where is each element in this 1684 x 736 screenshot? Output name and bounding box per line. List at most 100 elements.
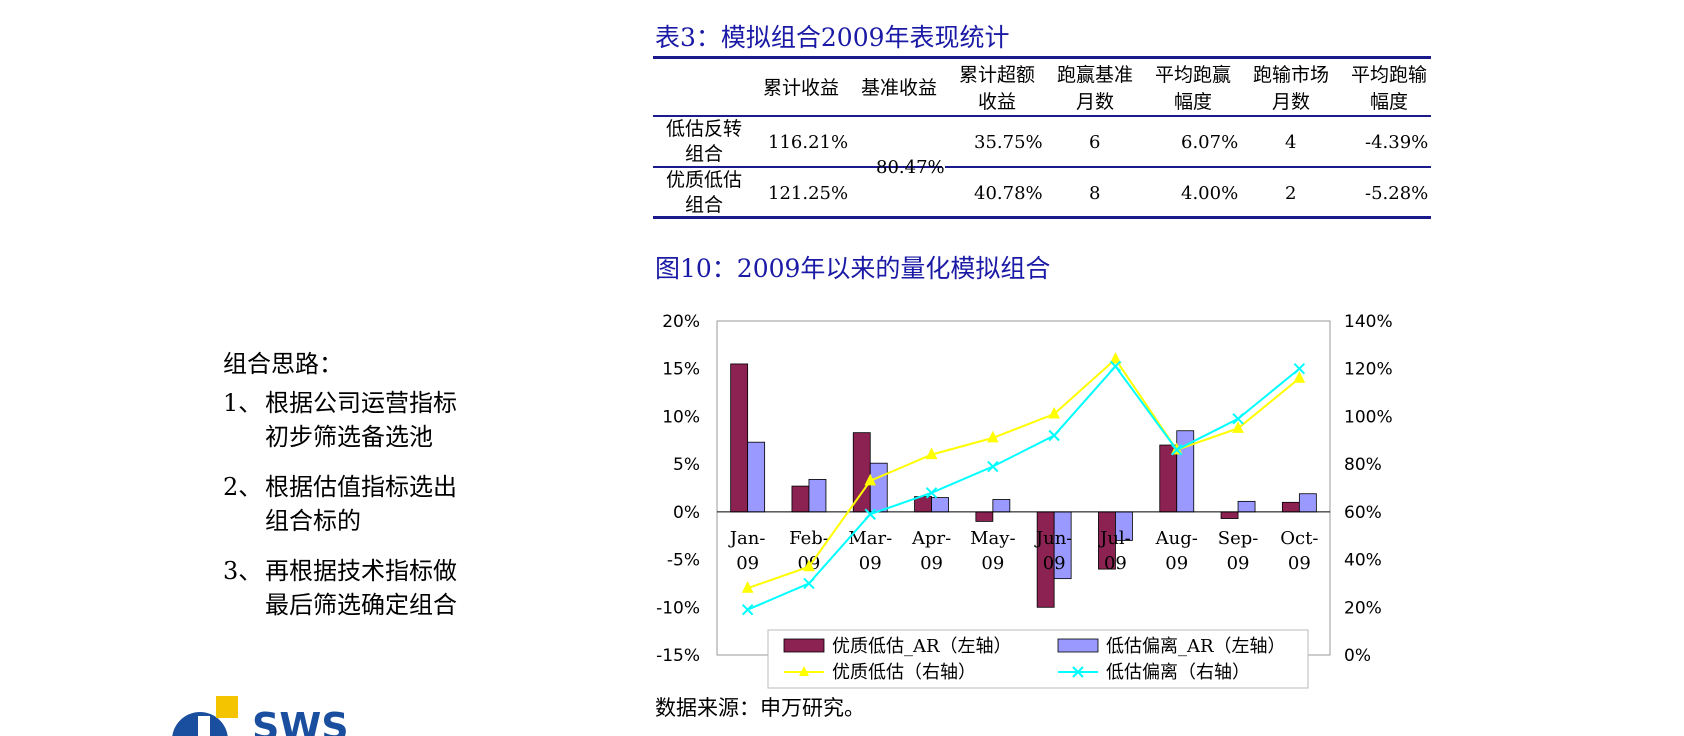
x-tick-label: Jan-09 xyxy=(728,528,766,574)
cell-cum-return: 121.25% xyxy=(768,183,849,204)
row-label-reversal: 低估反转 组合 xyxy=(665,118,742,165)
table-header-rule xyxy=(653,115,1431,117)
right-axis-tick-label: 40% xyxy=(1344,551,1382,571)
cell-excess: 35.75% xyxy=(974,132,1043,153)
x-tick-label: Aug-09 xyxy=(1155,528,1198,574)
col-header-lose-months: 跑输市场 月数 xyxy=(1252,64,1329,113)
col-header-avg-lose: 平均跑输 幅度 xyxy=(1350,64,1427,113)
step-text-line-1: 根据公司运营指标 xyxy=(265,389,457,417)
sws-logo: SWS xyxy=(172,696,349,736)
legend-marker xyxy=(1072,666,1084,678)
bar xyxy=(1281,501,1300,513)
bar xyxy=(975,511,994,522)
x-tick-label: Apr-09 xyxy=(911,528,951,574)
legend-swatch xyxy=(783,638,825,653)
line-point xyxy=(925,447,938,460)
cell-avg-lose: -5.28% xyxy=(1365,183,1429,204)
left-axis-tick-label: 20% xyxy=(662,312,700,332)
right-axis-tick-label: 20% xyxy=(1344,598,1382,618)
col-header-benchmark: 基准收益 xyxy=(860,77,937,99)
line-point xyxy=(1109,360,1122,373)
x-tick-label: Oct-09 xyxy=(1280,528,1318,574)
bar xyxy=(1220,511,1239,519)
step-text-line-1: 再根据技术指标做 xyxy=(265,557,457,585)
left-axis-tick-label: 10% xyxy=(662,407,700,427)
legend xyxy=(767,629,1309,689)
line-point xyxy=(741,581,754,593)
col-header-excess: 累计超额 收益 xyxy=(958,64,1035,113)
left-axis-tick-label: 5% xyxy=(673,455,700,475)
bar xyxy=(869,462,888,513)
figure-title: 图10：2009年以来的量化模拟组合 xyxy=(655,254,1051,283)
left-axis-tick-label: 0% xyxy=(673,503,700,523)
bar xyxy=(791,485,810,513)
x-tick-label: May-09 xyxy=(970,528,1015,574)
bar xyxy=(730,363,749,513)
line-point xyxy=(741,603,754,616)
col-header-win-months: 跑赢基准 月数 xyxy=(1056,64,1133,113)
bar xyxy=(1159,444,1178,513)
cell-excess: 40.78% xyxy=(974,183,1043,204)
bar xyxy=(747,441,766,513)
legend-label: 优质低估_AR（左轴） xyxy=(832,636,1012,657)
bar xyxy=(1298,493,1317,513)
left-axis-tick-label: 15% xyxy=(662,360,700,380)
line-point xyxy=(987,460,999,473)
col-header-cum-return: 累计收益 xyxy=(762,77,839,99)
table-row-rule-left xyxy=(653,166,942,168)
line-point xyxy=(925,487,938,499)
table-title: 表3：模拟组合2009年表现统计 xyxy=(655,23,1010,52)
line-point xyxy=(987,430,999,443)
cell-lose-months: 4 xyxy=(1285,132,1297,153)
cell-cum-return: 116.21% xyxy=(768,132,849,153)
legend-label: 优质低估（右轴） xyxy=(832,662,976,683)
line-point xyxy=(1293,363,1306,375)
legend-swatch xyxy=(1057,638,1099,653)
left-axis-tick-label: -5% xyxy=(667,551,700,571)
line-point xyxy=(864,473,877,486)
cell-lose-months: 2 xyxy=(1285,183,1297,204)
line-point xyxy=(1109,352,1122,364)
left-axis-tick-label: -10% xyxy=(656,598,700,618)
step-number: 3、 xyxy=(223,557,263,585)
line-point xyxy=(803,559,815,572)
step-number: 1、 xyxy=(223,389,263,417)
line-point xyxy=(1232,413,1244,425)
cell-benchmark: 80.47% xyxy=(876,157,945,178)
x-tick-label: Sep-09 xyxy=(1218,528,1259,574)
table-bottom-rule xyxy=(653,216,1431,219)
left-axis-tick-label: -15% xyxy=(656,646,700,666)
cell-avg-win: 4.00% xyxy=(1181,183,1239,204)
bar xyxy=(1237,500,1256,513)
x-tick-label: Mar-09 xyxy=(848,528,892,574)
right-axis-tick-label: 120% xyxy=(1344,360,1393,380)
series-line xyxy=(747,357,1300,590)
line-point xyxy=(1048,429,1060,442)
strategy-heading: 组合思路： xyxy=(223,350,343,378)
bar xyxy=(992,499,1011,513)
step-text-line-2: 最后筛选确定组合 xyxy=(265,591,457,619)
line-point xyxy=(1171,444,1183,456)
step-text-line-2: 初步筛选备选池 xyxy=(265,423,433,451)
bar xyxy=(931,497,949,513)
table-top-rule xyxy=(653,56,1431,59)
right-axis-tick-label: 60% xyxy=(1344,503,1382,523)
cell-avg-lose: -4.39% xyxy=(1365,132,1429,153)
x-tick-label: Jul-09 xyxy=(1098,528,1131,574)
line-point xyxy=(1048,406,1060,419)
legend-label: 低估偏离（右轴） xyxy=(1106,662,1250,683)
line-point xyxy=(1232,421,1244,433)
line-point xyxy=(803,577,815,590)
line-point xyxy=(864,508,876,520)
legend-marker xyxy=(799,666,809,676)
line-point xyxy=(1293,371,1306,383)
col-header-avg-win: 平均跑赢 幅度 xyxy=(1154,64,1231,113)
right-axis-tick-label: 140% xyxy=(1344,312,1393,332)
cell-avg-win: 6.07% xyxy=(1181,132,1239,153)
x-tick-label: Jun-09 xyxy=(1034,528,1072,574)
cell-win-months: 6 xyxy=(1089,132,1101,153)
right-axis-tick-label: 0% xyxy=(1344,646,1371,666)
step-text-line-2: 组合标的 xyxy=(265,507,361,535)
step-text-line-1: 根据估值指标选出 xyxy=(265,473,457,501)
